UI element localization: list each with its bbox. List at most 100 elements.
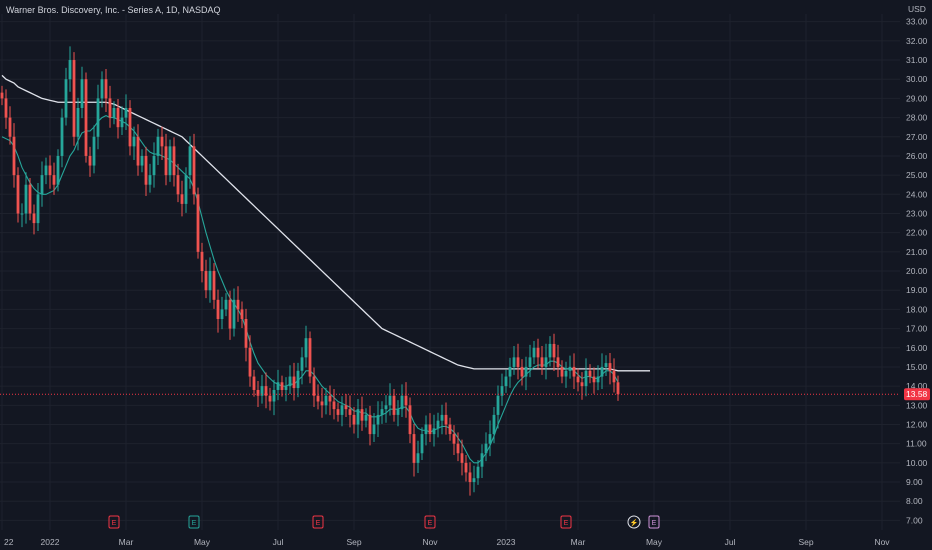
- candle-body: [36, 194, 40, 224]
- candle-body: [96, 98, 100, 137]
- event-icon: [424, 515, 436, 529]
- event-marker-earnings: E: [560, 515, 572, 529]
- candle-body: [556, 357, 560, 367]
- candle-body: [144, 155, 148, 185]
- candle-body: [232, 299, 236, 329]
- candle-body: [240, 309, 244, 319]
- x-tick-label: 2023: [497, 537, 516, 547]
- candle-body: [316, 395, 320, 402]
- candle-body: [484, 443, 488, 454]
- candle-body: [160, 136, 164, 147]
- candle-body: [584, 370, 588, 387]
- candle-body: [568, 366, 572, 371]
- candle-body: [372, 424, 376, 435]
- candle-body: [80, 79, 84, 108]
- event-label: E: [652, 520, 657, 527]
- candle-body: [600, 366, 604, 377]
- candle-body: [552, 343, 556, 358]
- candle-body: [536, 347, 540, 358]
- candle-body: [412, 434, 416, 463]
- split-icon: [627, 515, 641, 529]
- candle-body: [608, 363, 612, 371]
- y-tick-label: 23.00: [906, 208, 928, 218]
- candle-body: [440, 414, 444, 421]
- candle-body: [592, 376, 596, 383]
- x-tick-label: Mar: [571, 537, 586, 547]
- candle-body: [428, 424, 432, 435]
- y-tick-label: 10.00: [906, 458, 928, 468]
- candle-body: [192, 146, 196, 195]
- candle-body: [268, 395, 272, 402]
- last-price-value: 13.58: [906, 389, 928, 399]
- event-icon: [312, 515, 324, 529]
- event-marker-earnings-green: E: [188, 515, 200, 529]
- x-tick-label: Nov: [422, 537, 438, 547]
- candle-body: [16, 175, 20, 214]
- candle-body: [456, 443, 460, 454]
- y-tick-label: 7.00: [906, 515, 923, 525]
- x-tick-label: Jul: [273, 537, 284, 547]
- candle-body: [588, 370, 592, 377]
- candle-body: [432, 428, 436, 435]
- candle-body: [368, 414, 372, 435]
- candle-body: [360, 409, 364, 421]
- x-tick-label: Jul: [725, 537, 736, 547]
- y-tick-label: 27.00: [906, 132, 928, 142]
- candle-body: [12, 136, 16, 176]
- candle-body: [348, 409, 352, 415]
- time-axis: 22 2022 Mar May Jul Sep Nov 2023 Mar May Jul Sep Nov: [4, 537, 890, 547]
- candle-body: [328, 395, 332, 402]
- candle-body: [312, 376, 316, 396]
- last-price-tag: 13.58: [904, 388, 930, 401]
- y-tick-label: 31.00: [906, 55, 928, 65]
- candle-body: [4, 98, 8, 118]
- candle-body: [480, 453, 484, 467]
- candle-body: [540, 357, 544, 367]
- event-marker-earnings: E: [108, 515, 120, 529]
- candle-body: [616, 382, 620, 395]
- candle-body: [296, 370, 300, 389]
- candle-body: [364, 414, 368, 421]
- events-row: E E E E E ⚡ E: [108, 515, 660, 529]
- candle-body: [572, 366, 576, 377]
- candle-body: [452, 434, 456, 444]
- candle-body: [396, 409, 400, 415]
- candle-body: [108, 98, 112, 118]
- candle-body: [544, 357, 548, 367]
- candle-body: [272, 389, 276, 402]
- candle-body: [284, 386, 288, 390]
- grid-layer: [0, 14, 900, 530]
- candle-body: [0, 92, 4, 99]
- candle-body: [476, 466, 480, 479]
- candle-body: [116, 107, 120, 128]
- y-tick-label: 17.00: [906, 324, 928, 334]
- y-tick-label: 32.00: [906, 36, 928, 46]
- candle-body: [532, 347, 536, 358]
- candle-body: [308, 338, 312, 377]
- candle-body: [180, 194, 184, 204]
- candle-body: [76, 107, 80, 137]
- candle-body: [196, 194, 200, 252]
- candle-body: [216, 299, 220, 319]
- candle-body: [220, 309, 224, 319]
- candle-body: [208, 271, 212, 291]
- candle-body: [200, 251, 204, 272]
- candle-body: [124, 107, 128, 118]
- candle-body: [264, 386, 268, 396]
- y-tick-label: 19.00: [906, 285, 928, 295]
- candle-body: [564, 370, 568, 377]
- candle-body: [320, 401, 324, 406]
- candle-body: [324, 395, 328, 406]
- candle-body: [524, 366, 528, 377]
- x-tick-label: 22: [4, 537, 14, 547]
- y-tick-label: 15.00: [906, 362, 928, 372]
- candle-body: [612, 370, 616, 383]
- candle-body: [176, 175, 180, 195]
- y-tick-label: 20.00: [906, 266, 928, 276]
- candle-body: [28, 184, 32, 214]
- y-tick-label: 33.00: [906, 17, 928, 27]
- candle-body: [436, 420, 440, 429]
- candle-body: [56, 155, 60, 185]
- candle-body: [604, 363, 608, 367]
